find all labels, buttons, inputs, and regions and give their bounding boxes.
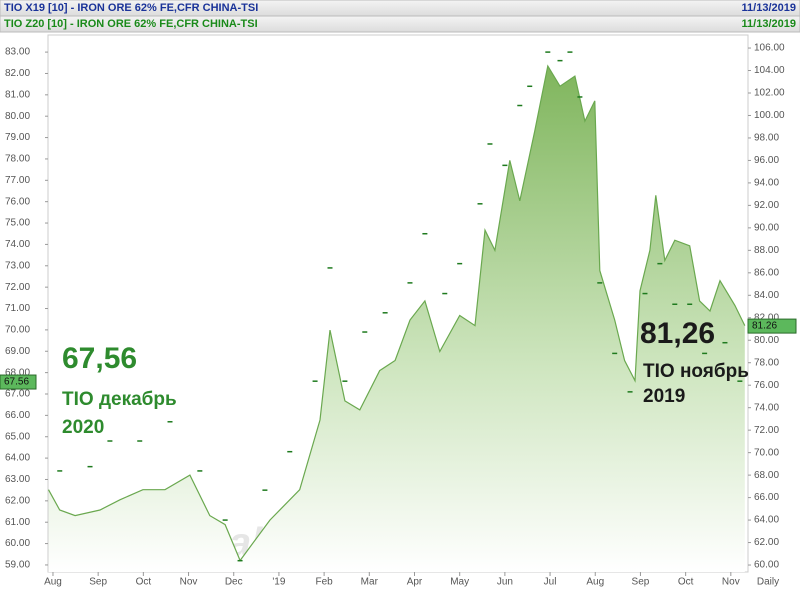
- y-tick-label: 68.00: [5, 367, 30, 378]
- y-tick-label: 72.00: [5, 282, 30, 293]
- y2-tick-label: 98.00: [754, 133, 779, 144]
- y-tick-label: 81.00: [5, 89, 30, 100]
- annotation: 67,56: [62, 342, 137, 375]
- y-tick-label: 60.00: [5, 538, 30, 549]
- price-tag: [747, 318, 797, 334]
- x-tick-label: Jul: [544, 577, 557, 588]
- y-tick-label: 75.00: [5, 218, 30, 229]
- annotation: 81,26: [640, 317, 715, 350]
- y2-tick-label: 62.00: [754, 537, 779, 548]
- annotation: TIO декабрь: [62, 389, 177, 410]
- y2-tick-label: 86.00: [754, 267, 779, 278]
- y2-tick-label: 74.00: [754, 402, 779, 413]
- y2-tick-label: 70.00: [754, 447, 779, 458]
- x-tick-label: Oct: [678, 577, 694, 588]
- y2-tick-label: 90.00: [754, 223, 779, 234]
- y-tick-label: 71.00: [5, 303, 30, 314]
- y2-tick-label: 84.00: [754, 290, 779, 301]
- x-tick-label: Feb: [315, 577, 333, 588]
- y-tick-label: 62.00: [5, 495, 30, 506]
- y2-tick-label: 64.00: [754, 515, 779, 526]
- y2-tick-label: 80.00: [754, 335, 779, 346]
- header-bar: [0, 15, 800, 33]
- x-tick-label: Jun: [497, 577, 513, 588]
- header-title: TIO Z20 [10] - IRON ORE 62% FE,CFR CHINA…: [4, 18, 258, 30]
- annotation: TIO ноябрь: [643, 361, 749, 382]
- x-tick-label: Apr: [407, 577, 423, 588]
- x-tick-label: Aug: [586, 577, 604, 588]
- y-tick-label: 80.00: [5, 111, 30, 122]
- y-tick-label: 77.00: [5, 175, 30, 186]
- header-date: 11/13/2019: [742, 18, 796, 30]
- x-tick-label: Nov: [180, 577, 198, 588]
- y-tick-label: 66.00: [5, 410, 30, 421]
- y-tick-label: 74.00: [5, 239, 30, 250]
- y2-tick-label: 94.00: [754, 178, 779, 189]
- y-tick-label: 64.00: [5, 453, 30, 464]
- x-tick-label: May: [450, 577, 469, 588]
- y2-tick-label: 106.00: [754, 43, 785, 54]
- y-tick-label: 83.00: [5, 47, 30, 58]
- y2-tick-label: 92.00: [754, 200, 779, 211]
- x-tick-label: Aug: [44, 577, 62, 588]
- y-tick-label: 67.00: [5, 389, 30, 400]
- interval-label: Daily: [757, 577, 779, 588]
- y-tick-label: 69.00: [5, 346, 30, 357]
- price-tag-label: 67.56: [4, 377, 29, 388]
- y-tick-label: 70.00: [5, 325, 30, 336]
- y2-tick-label: 72.00: [754, 425, 779, 436]
- x-tick-label: Nov: [722, 577, 740, 588]
- y2-tick-label: 96.00: [754, 155, 779, 166]
- x-tick-label: Sep: [89, 577, 107, 588]
- y-tick-label: 59.00: [5, 560, 30, 571]
- y2-tick-label: 104.00: [754, 65, 785, 76]
- x-tick-label: Oct: [136, 577, 152, 588]
- y-tick-label: 79.00: [5, 132, 30, 143]
- x-tick-label: Mar: [361, 577, 379, 588]
- y-tick-label: 73.00: [5, 260, 30, 271]
- y2-tick-label: 88.00: [754, 245, 779, 256]
- area-fill: [48, 66, 745, 572]
- price-tag-label: 81.26: [752, 321, 777, 332]
- x-tick-label: Dec: [225, 577, 243, 588]
- y2-tick-label: 78.00: [754, 357, 779, 368]
- area-line: [47, 64, 746, 562]
- y-tick-label: 76.00: [5, 196, 30, 207]
- y2-tick-label: 102.00: [754, 88, 785, 99]
- y2-tick-label: 68.00: [754, 470, 779, 481]
- header-title: TIO X19 [10] - IRON ORE 62% FE,CFR CHINA…: [4, 2, 258, 14]
- y-tick-label: 61.00: [5, 517, 30, 528]
- y2-tick-label: 82.00: [754, 312, 779, 323]
- y-tick-label: 78.00: [5, 154, 30, 165]
- price-tag: [0, 374, 37, 390]
- y-tick-label: 65.00: [5, 431, 30, 442]
- annotation: 2020: [62, 417, 104, 438]
- y2-tick-label: 60.00: [754, 560, 779, 571]
- header-date: 11/13/2019: [742, 2, 796, 14]
- y2-tick-label: 100.00: [754, 110, 785, 121]
- y2-tick-label: 66.00: [754, 492, 779, 503]
- y-tick-label: 63.00: [5, 474, 30, 485]
- x-tick-label: Sep: [632, 577, 650, 588]
- annotation: 2019: [643, 386, 685, 407]
- y-tick-label: 82.00: [5, 68, 30, 79]
- y2-tick-label: 76.00: [754, 380, 779, 391]
- x-tick-label: '19: [272, 577, 285, 588]
